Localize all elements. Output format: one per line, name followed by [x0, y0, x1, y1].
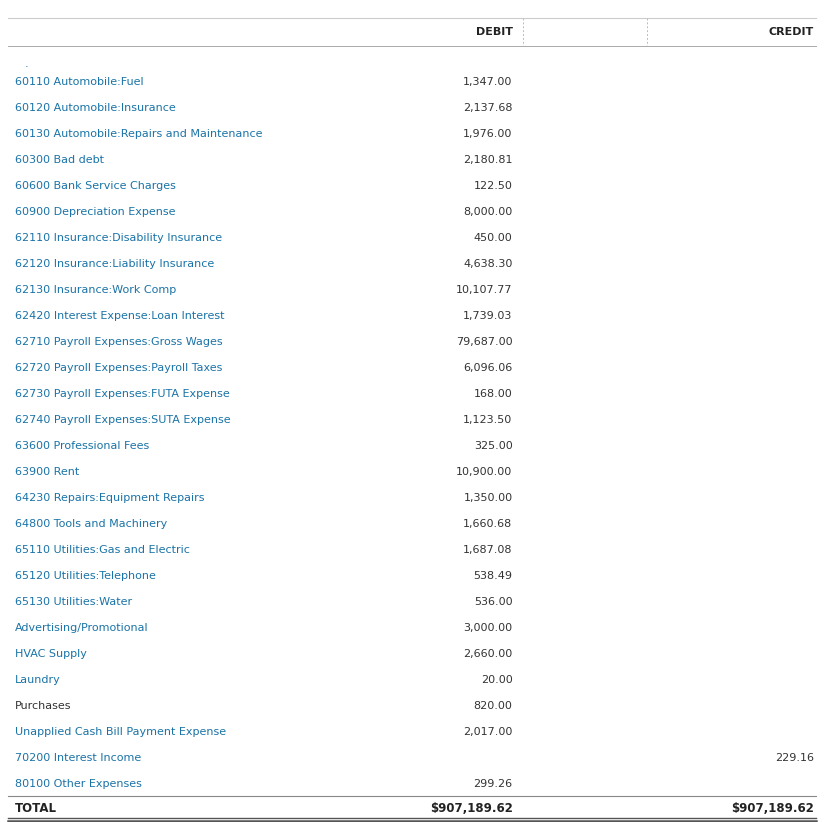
- Text: CREDIT: CREDIT: [769, 27, 814, 37]
- Text: .: .: [25, 59, 29, 69]
- Text: 60600 Bank Service Charges: 60600 Bank Service Charges: [15, 181, 176, 191]
- Text: 538.49: 538.49: [474, 571, 513, 581]
- Text: Purchases: Purchases: [15, 701, 72, 711]
- Text: 60900 Depreciation Expense: 60900 Depreciation Expense: [15, 207, 176, 217]
- Text: 325.00: 325.00: [474, 441, 513, 451]
- Text: 2,017.00: 2,017.00: [463, 727, 513, 737]
- Text: 65120 Utilities:Telephone: 65120 Utilities:Telephone: [15, 571, 156, 581]
- Text: 10,900.00: 10,900.00: [456, 467, 513, 477]
- Text: 63600 Professional Fees: 63600 Professional Fees: [15, 441, 149, 451]
- Text: 62120 Insurance:Liability Insurance: 62120 Insurance:Liability Insurance: [15, 259, 214, 269]
- Text: 2,660.00: 2,660.00: [463, 649, 513, 659]
- Text: 1,347.00: 1,347.00: [463, 77, 513, 87]
- Text: 20.00: 20.00: [480, 675, 513, 685]
- Text: 62130 Insurance:Work Comp: 62130 Insurance:Work Comp: [15, 285, 176, 295]
- Text: 1,123.50: 1,123.50: [463, 415, 513, 425]
- Text: 229.16: 229.16: [775, 753, 814, 763]
- Text: 60110 Automobile:Fuel: 60110 Automobile:Fuel: [15, 77, 143, 87]
- Text: 1,976.00: 1,976.00: [463, 129, 513, 139]
- Text: 70200 Interest Income: 70200 Interest Income: [15, 753, 141, 763]
- Text: 4,638.30: 4,638.30: [463, 259, 513, 269]
- Text: 1,739.03: 1,739.03: [463, 311, 513, 321]
- Text: 60120 Automobile:Insurance: 60120 Automobile:Insurance: [15, 103, 176, 113]
- Text: TOTAL: TOTAL: [15, 801, 57, 815]
- Text: $907,189.62: $907,189.62: [429, 801, 513, 815]
- Text: 820.00: 820.00: [474, 701, 513, 711]
- Text: 64230 Repairs:Equipment Repairs: 64230 Repairs:Equipment Repairs: [15, 493, 204, 503]
- Text: 64800 Tools and Machinery: 64800 Tools and Machinery: [15, 519, 167, 529]
- Text: 2,180.81: 2,180.81: [463, 155, 513, 165]
- Text: HVAC Supply: HVAC Supply: [15, 649, 87, 659]
- Text: 168.00: 168.00: [474, 389, 513, 399]
- Text: 299.26: 299.26: [474, 779, 513, 789]
- Text: 1,660.68: 1,660.68: [463, 519, 513, 529]
- Text: 10,107.77: 10,107.77: [456, 285, 513, 295]
- Text: 60300 Bad debt: 60300 Bad debt: [15, 155, 104, 165]
- Text: 122.50: 122.50: [474, 181, 513, 191]
- Text: 80100 Other Expenses: 80100 Other Expenses: [15, 779, 142, 789]
- Text: Unapplied Cash Bill Payment Expense: Unapplied Cash Bill Payment Expense: [15, 727, 226, 737]
- Text: 62710 Payroll Expenses:Gross Wages: 62710 Payroll Expenses:Gross Wages: [15, 337, 222, 347]
- Text: 536.00: 536.00: [474, 597, 513, 607]
- Text: 450.00: 450.00: [474, 233, 513, 243]
- Text: 60130 Automobile:Repairs and Maintenance: 60130 Automobile:Repairs and Maintenance: [15, 129, 262, 139]
- Text: 8,000.00: 8,000.00: [463, 207, 513, 217]
- Text: 65110 Utilities:Gas and Electric: 65110 Utilities:Gas and Electric: [15, 545, 190, 555]
- Text: $907,189.62: $907,189.62: [731, 801, 814, 815]
- Text: 62720 Payroll Expenses:Payroll Taxes: 62720 Payroll Expenses:Payroll Taxes: [15, 363, 222, 373]
- Text: 2,137.68: 2,137.68: [463, 103, 513, 113]
- Text: 62110 Insurance:Disability Insurance: 62110 Insurance:Disability Insurance: [15, 233, 222, 243]
- Text: 79,687.00: 79,687.00: [456, 337, 513, 347]
- Text: 62730 Payroll Expenses:FUTA Expense: 62730 Payroll Expenses:FUTA Expense: [15, 389, 230, 399]
- Text: 62740 Payroll Expenses:SUTA Expense: 62740 Payroll Expenses:SUTA Expense: [15, 415, 231, 425]
- Text: 1,687.08: 1,687.08: [463, 545, 513, 555]
- Text: DEBIT: DEBIT: [475, 27, 513, 37]
- Text: 63900 Rent: 63900 Rent: [15, 467, 79, 477]
- Text: Advertising/Promotional: Advertising/Promotional: [15, 623, 148, 633]
- Text: 3,000.00: 3,000.00: [463, 623, 513, 633]
- Text: 65130 Utilities:Water: 65130 Utilities:Water: [15, 597, 132, 607]
- Text: 1,350.00: 1,350.00: [463, 493, 513, 503]
- Text: Laundry: Laundry: [15, 675, 61, 685]
- Text: 62420 Interest Expense:Loan Interest: 62420 Interest Expense:Loan Interest: [15, 311, 224, 321]
- Text: 6,096.06: 6,096.06: [463, 363, 513, 373]
